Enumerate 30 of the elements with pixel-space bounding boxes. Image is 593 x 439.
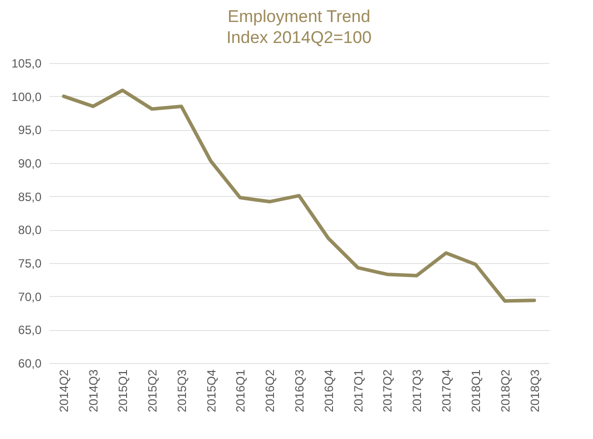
- x-tick-label: 2017Q1: [351, 369, 366, 412]
- x-tick-label: 2014Q3: [86, 369, 101, 412]
- chart-title: Employment Trend: [228, 7, 370, 26]
- x-tick-label: 2015Q1: [116, 369, 130, 412]
- x-tick-label: 2018Q2: [498, 369, 512, 412]
- y-tick-label: 65,0: [18, 323, 42, 338]
- x-tick-label: 2015Q4: [204, 369, 218, 412]
- y-tick-label: 95,0: [18, 123, 42, 138]
- y-tick-label: 105,0: [11, 56, 42, 70]
- y-tick-label: 90,0: [18, 156, 42, 170]
- line-series: [62, 88, 536, 303]
- y-tick-label: 100,0: [11, 90, 42, 104]
- x-tick-label: 2016Q2: [263, 369, 278, 412]
- x-tick-label: 2016Q3: [292, 369, 306, 412]
- x-tick-label: 2016Q1: [234, 369, 248, 412]
- chart-subtitle: Index 2014Q2=100: [226, 28, 372, 47]
- x-tick-label: 2018Q1: [468, 369, 483, 412]
- x-tick-label: 2015Q2: [145, 369, 160, 412]
- x-tick-label: 2015Q3: [174, 369, 189, 412]
- x-tick-label: 2014Q2: [57, 369, 72, 412]
- y-tick-label: 60,0: [18, 356, 42, 370]
- y-tick-label: 70,0: [18, 290, 42, 304]
- y-tick-label: 75,0: [18, 256, 42, 270]
- x-tick-label: 2017Q2: [380, 369, 395, 412]
- x-tick-label: 2016Q4: [322, 369, 336, 412]
- x-tick-label: 2017Q3: [410, 369, 424, 412]
- y-tick-label: 85,0: [18, 190, 42, 204]
- x-tick-label: 2018Q3: [528, 369, 542, 412]
- x-tick-label: 2017Q4: [440, 369, 454, 412]
- y-tick-label: 80,0: [18, 223, 42, 238]
